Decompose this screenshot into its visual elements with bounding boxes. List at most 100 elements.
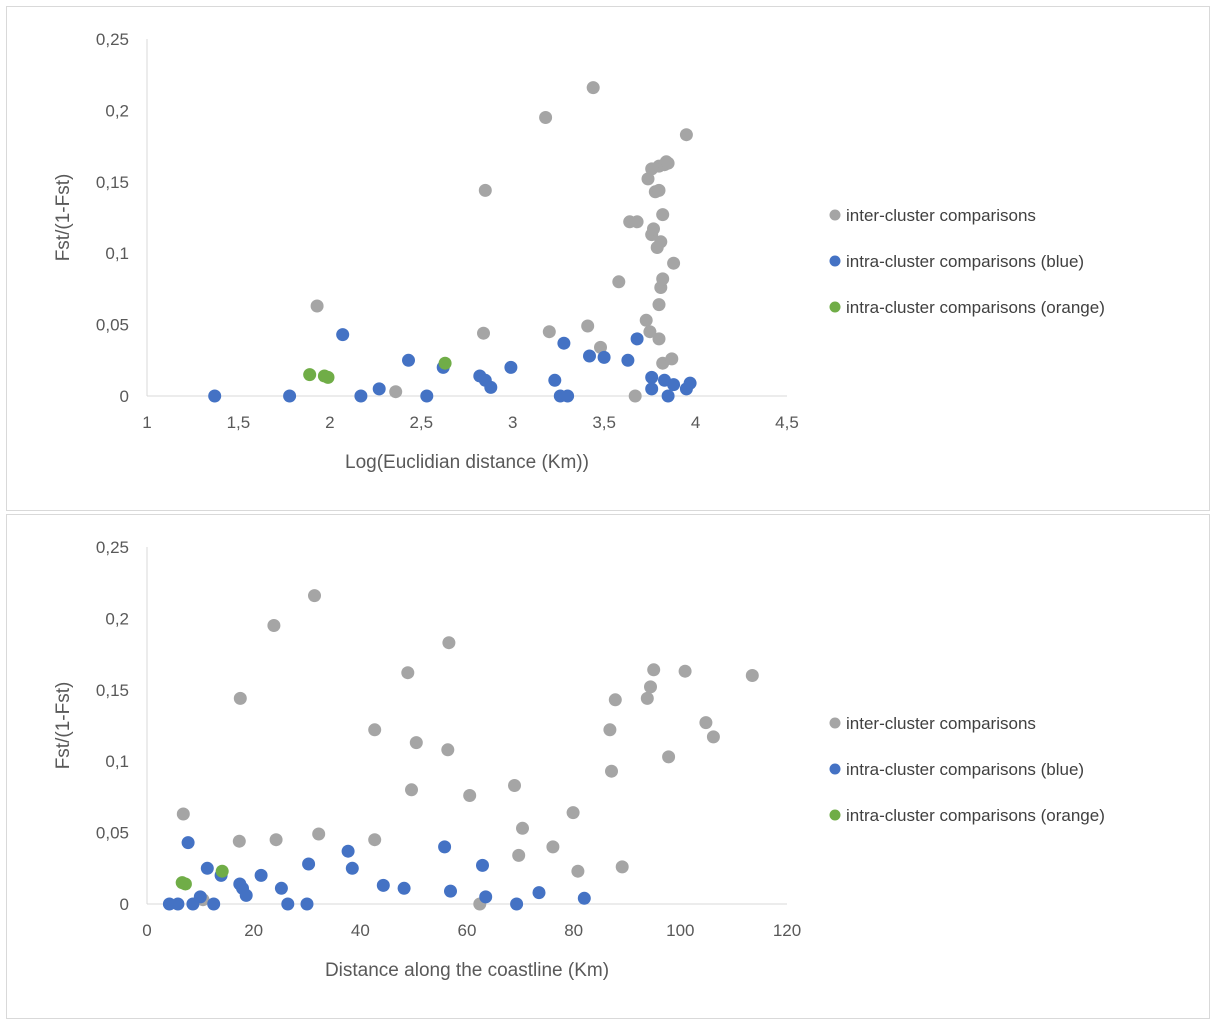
data-point-series-2 [341,844,355,858]
data-point-series-1 [581,319,595,333]
legend-marker-series-1 [829,717,841,729]
data-point-series-3 [178,877,192,891]
data-point-series-1 [546,840,560,854]
data-point-series-1 [745,669,759,682]
data-point-series-2 [208,389,222,403]
data-point-series-1 [679,128,693,142]
data-point-series-2 [597,350,611,364]
data-point-series-2 [661,389,675,403]
data-point-series-2 [397,881,411,895]
data-point-series-1 [699,716,713,730]
data-point-series-2 [504,360,518,374]
legend-label-series-2: intra-cluster comparisons (blue) [846,252,1084,271]
data-point-series-2 [171,897,185,911]
data-point-series-1 [571,864,585,878]
data-point-series-2 [667,378,681,392]
y-tick-label: 0 [120,387,129,406]
data-point-series-1 [644,680,657,694]
x-tick-label: 40 [351,921,370,940]
data-point-series-2 [645,382,659,396]
data-point-series-1 [478,183,492,197]
data-point-series-2 [372,382,386,396]
data-point-series-1 [656,208,670,222]
data-point-series-2 [621,353,635,367]
data-point-series-1 [308,589,321,603]
data-point-series-1 [269,833,283,847]
data-point-series-1 [176,807,190,821]
data-point-series-1 [640,691,654,705]
x-tick-label: 3,5 [592,413,616,432]
data-point-series-2 [683,376,697,390]
data-point-series-2 [302,857,316,871]
data-point-series-2 [354,389,368,403]
data-point-series-2 [645,370,659,384]
data-point-series-2 [557,336,571,350]
data-point-series-1 [628,389,642,403]
data-point-series-1 [661,156,675,170]
data-point-series-1 [678,664,692,678]
x-tick-label: 3 [508,413,517,432]
data-point-series-1 [233,691,247,705]
x-tick-label: 2 [325,413,334,432]
data-point-series-1 [586,81,600,95]
x-axis-title: Distance along the coastline (Km) [325,960,609,981]
x-tick-label: 100 [666,921,694,940]
data-point-series-1 [312,827,326,841]
data-point-series-1 [405,783,418,797]
data-point-series-1 [368,723,382,737]
data-point-series-1 [647,663,661,677]
data-point-series-1 [665,352,679,366]
data-point-series-2 [254,868,268,882]
data-point-series-1 [508,779,521,792]
data-point-series-2 [300,897,314,911]
data-point-series-1 [605,764,618,778]
data-point-series-2 [583,349,596,363]
data-point-series-1 [441,743,455,757]
x-tick-label: 80 [564,921,583,940]
x-tick-label: 20 [244,921,263,940]
data-point-series-1 [409,736,423,750]
data-point-series-1 [706,730,720,744]
data-point-series-1 [662,750,676,764]
data-point-series-1 [652,298,666,312]
legend-marker-series-3 [829,809,841,821]
legend-label-series-3: intra-cluster comparisons (orange) [846,298,1105,317]
scatter-chart-coastline: 0 0,05 0,1 0,15 0,2 0,25 0 20 40 60 80 100 120 Distan… [53,538,1105,981]
y-tick-label: 0,15 [96,173,129,192]
data-point-series-2 [376,878,390,892]
y-tick-label: 0,25 [96,538,129,557]
legend-marker-series-2 [829,763,841,775]
data-point-series-1 [512,848,526,862]
data-point-series-2 [476,858,489,872]
data-point-series-1 [654,235,668,249]
data-point-series-2 [548,373,562,387]
data-point-series-2 [630,332,644,346]
data-point-series-1 [477,326,490,340]
data-point-series-1 [232,834,246,848]
data-point-series-2 [193,890,207,904]
y-axis-title: Fst/(1-Fst) [53,682,74,770]
y-tick-label: 0,1 [105,244,129,263]
data-point-series-1 [539,111,553,124]
legend-marker-series-3 [829,301,841,313]
data-point-series-1 [630,215,644,229]
data-point-series-1 [368,833,382,847]
data-point-series-1 [639,313,653,327]
legend-marker-series-2 [829,255,841,267]
legend-label-series-2: intra-cluster comparisons (blue) [846,760,1084,779]
data-point-series-1 [401,666,415,680]
data-point-series-1 [516,821,529,835]
x-tick-label: 1,5 [227,413,251,432]
data-point-series-1 [389,385,403,399]
data-point-series-2 [479,890,493,904]
data-point-series-1 [656,272,670,286]
data-point-series-2 [438,840,452,854]
x-tick-label: 4,5 [775,413,799,432]
data-point-series-1 [641,172,655,186]
data-point-series-2 [345,861,359,875]
data-point-series-2 [577,891,591,905]
data-point-series-3 [438,356,452,370]
data-point-series-2 [510,897,524,911]
data-point-series-2 [402,353,415,367]
x-tick-label: 4 [691,413,700,432]
